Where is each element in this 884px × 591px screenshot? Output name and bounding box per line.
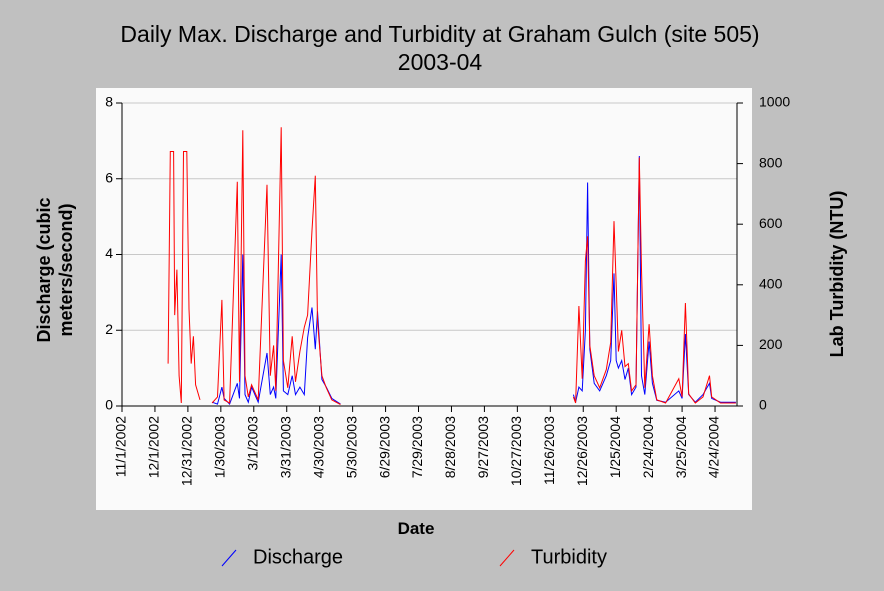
y-tick-label: 6 bbox=[105, 169, 113, 185]
y-tick-label: 4 bbox=[105, 245, 113, 261]
legend-swatch bbox=[499, 549, 515, 567]
x-tick-label: 12/26/2003 bbox=[574, 416, 590, 486]
x-tick-label: 8/28/2003 bbox=[442, 416, 458, 478]
y2-tick-label: 600 bbox=[759, 215, 783, 231]
x-tick-label: 12/1/2002 bbox=[146, 416, 162, 478]
data-line bbox=[167, 127, 736, 405]
x-tick-label: 11/26/2003 bbox=[541, 416, 557, 485]
legend-label: Discharge bbox=[253, 546, 343, 568]
x-tick-label: 1/30/2003 bbox=[212, 416, 228, 478]
y2-tick-label: 200 bbox=[759, 336, 783, 352]
x-tick-label: 5/30/2003 bbox=[343, 416, 359, 478]
y-tick-label: 8 bbox=[105, 94, 113, 110]
x-tick-label: 9/27/2003 bbox=[475, 416, 491, 478]
x-tick-label: 4/30/2003 bbox=[310, 416, 326, 478]
x-tick-label: 11/1/2002 bbox=[113, 416, 129, 477]
y2-axis-label: Lab Turbidity (NTU) bbox=[827, 190, 847, 358]
x-tick-label: 3/1/2003 bbox=[244, 416, 260, 471]
y2-tick-label: 1000 bbox=[759, 94, 790, 110]
y-axis-label: Discharge (cubic meters/second) bbox=[34, 197, 76, 343]
y-tick-label: 2 bbox=[105, 321, 113, 337]
x-tick-label: 1/25/2004 bbox=[607, 416, 623, 478]
y-tick-label: 0 bbox=[105, 397, 113, 413]
x-tick-label: 3/25/2004 bbox=[673, 416, 689, 478]
x-tick-label: 4/24/2004 bbox=[706, 416, 722, 478]
x-tick-label: 12/31/2002 bbox=[179, 416, 195, 486]
chart-title: Daily Max. Discharge and Turbidity at Gr… bbox=[120, 21, 760, 75]
x-axis-label: Date bbox=[397, 519, 435, 538]
x-tick-label: 3/31/2003 bbox=[277, 416, 293, 478]
y2-tick-label: 800 bbox=[759, 154, 783, 170]
y2-tick-label: 400 bbox=[759, 276, 783, 292]
x-tick-label: 10/27/2003 bbox=[508, 416, 524, 486]
x-tick-label: 6/29/2003 bbox=[376, 416, 392, 478]
legend-swatch bbox=[221, 549, 237, 567]
y2-tick-label: 0 bbox=[759, 397, 767, 413]
x-tick-label: 2/24/2004 bbox=[640, 416, 656, 478]
legend-label: Turbidity bbox=[531, 546, 607, 568]
x-tick-label: 7/29/2003 bbox=[409, 416, 425, 478]
